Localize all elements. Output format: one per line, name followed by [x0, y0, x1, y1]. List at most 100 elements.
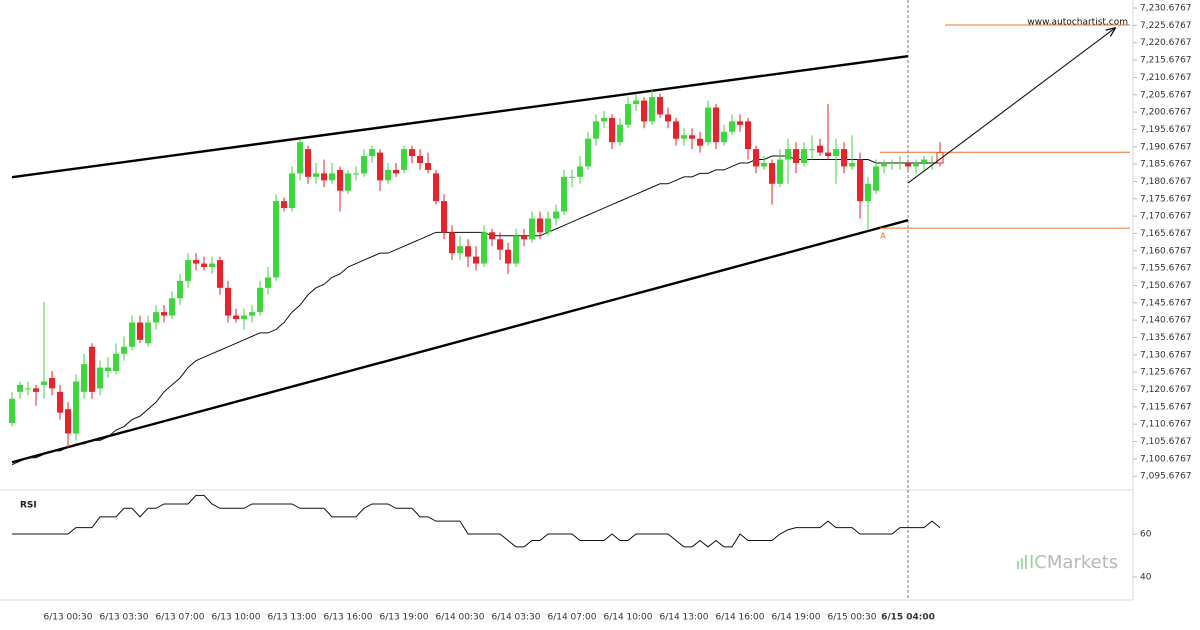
- y-tick-label: 7,215.6767: [1140, 56, 1192, 66]
- x-tick-label: 6/13 00:30: [43, 613, 92, 623]
- candle-body: [505, 249, 511, 264]
- candle-body: [9, 398, 15, 424]
- rsi-line: [12, 494, 941, 548]
- rsi-label: RSI: [20, 501, 37, 511]
- x-tick-label: 6/13 16:00: [323, 613, 372, 623]
- candle-body: [737, 121, 743, 125]
- candle-body: [481, 232, 487, 264]
- candle-body: [913, 162, 919, 167]
- y-tick-label: 7,205.6767: [1140, 90, 1192, 100]
- y-tick-label: 7,115.6767: [1140, 402, 1192, 412]
- candle-body: [745, 121, 751, 150]
- candle-body: [161, 312, 167, 316]
- rsi-tick-label: 40: [1140, 573, 1152, 583]
- candle-body: [753, 149, 759, 167]
- x-tick-label: 6/13 07:00: [155, 613, 204, 623]
- candle-body: [905, 162, 911, 167]
- candle-body: [145, 322, 151, 344]
- candle-body: [705, 107, 711, 143]
- y-tick-label: 7,165.6767: [1140, 229, 1192, 239]
- candle-body: [721, 131, 727, 143]
- candle-body: [457, 246, 463, 254]
- x-tick-label: 6/15 04:00: [881, 613, 935, 623]
- candle-body: [217, 260, 223, 288]
- x-tick-label: 6/14 10:00: [603, 613, 652, 623]
- candle-body: [761, 162, 767, 167]
- candle-body: [433, 173, 439, 202]
- candle-body: [153, 312, 159, 323]
- candle-body: [185, 260, 191, 281]
- logo: ICMarkets: [1017, 552, 1118, 573]
- candle-body: [465, 246, 471, 257]
- candle-body: [73, 381, 79, 434]
- candle-body: [729, 121, 735, 132]
- candle-body: [401, 149, 407, 170]
- candle-body: [785, 149, 791, 160]
- y-tick-label: 7,145.6767: [1140, 298, 1192, 308]
- candle-body: [513, 235, 519, 264]
- y-tick-label: 7,210.6767: [1140, 73, 1192, 83]
- trend-line: [11, 54, 909, 179]
- candle-body: [209, 263, 215, 268]
- candle-body: [817, 145, 823, 153]
- candle-body: [865, 183, 871, 202]
- trend-line: [11, 219, 909, 464]
- candle-body: [777, 159, 783, 184]
- candle-body: [489, 232, 495, 240]
- candle-body: [417, 156, 423, 163]
- candle-body: [545, 218, 551, 233]
- candle-body: [553, 211, 559, 219]
- candle-body: [569, 176, 575, 178]
- point-label: A: [880, 232, 886, 241]
- candle-body: [473, 256, 479, 264]
- y-tick-label: 7,185.6767: [1140, 160, 1192, 170]
- candle-body: [305, 149, 311, 177]
- y-tick-label: 7,200.6767: [1140, 108, 1192, 118]
- x-tick-label: 6/14 19:00: [771, 613, 820, 623]
- x-tick-label: 6/13 19:00: [379, 613, 428, 623]
- candle-body: [33, 388, 39, 392]
- candle-body: [281, 201, 287, 209]
- y-tick-label: 7,100.6767: [1140, 454, 1192, 464]
- candle-body: [577, 166, 583, 177]
- candle-body: [585, 138, 591, 167]
- watermark: www.autochartist.com: [1027, 18, 1128, 28]
- candle-body: [369, 149, 375, 157]
- y-tick-label: 7,160.6767: [1140, 246, 1192, 256]
- candle-body: [849, 162, 855, 167]
- forecast-arrow: [907, 28, 1115, 184]
- candle-body: [929, 162, 935, 164]
- candle-body: [657, 97, 663, 115]
- candle-body: [841, 149, 847, 167]
- y-tick-label: 7,230.6767: [1140, 4, 1192, 14]
- candle-body: [25, 388, 31, 390]
- candle-body: [65, 409, 71, 434]
- logo-bar: [1021, 558, 1023, 569]
- candle-body: [273, 201, 279, 278]
- candle-body: [169, 298, 175, 316]
- candle-body: [201, 263, 207, 268]
- candle-body: [921, 159, 927, 163]
- y-tick-label: 7,140.6767: [1140, 316, 1192, 326]
- y-tick-label: 7,105.6767: [1140, 437, 1192, 447]
- candle-body: [713, 107, 719, 143]
- candle-body: [609, 117, 615, 143]
- candle-body: [649, 97, 655, 122]
- candle-body: [121, 346, 127, 354]
- candle-body: [673, 121, 679, 139]
- candle-body: [497, 239, 503, 250]
- y-tick-label: 7,195.6767: [1140, 125, 1192, 135]
- candle-body: [89, 346, 95, 392]
- candle-body: [633, 100, 639, 105]
- candle-body: [409, 149, 415, 157]
- candle-body: [561, 176, 567, 212]
- candle-body: [809, 149, 815, 151]
- candle-body: [449, 232, 455, 254]
- candle-body: [425, 162, 431, 170]
- candle-body: [897, 162, 903, 164]
- candle-body: [617, 124, 623, 143]
- candle-body: [17, 384, 23, 392]
- candle-body: [881, 162, 887, 167]
- candle-body: [241, 315, 247, 320]
